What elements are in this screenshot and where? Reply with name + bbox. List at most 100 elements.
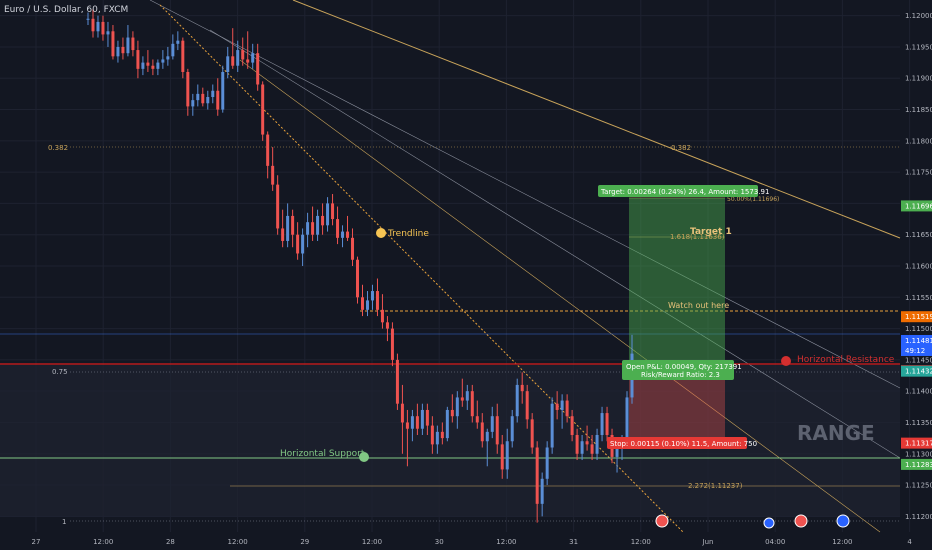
candle[interactable] [465, 391, 469, 401]
candle[interactable] [131, 37, 135, 51]
candle[interactable] [585, 441, 589, 445]
candle[interactable] [216, 90, 220, 110]
candle[interactable] [505, 441, 509, 470]
candle[interactable] [256, 53, 260, 85]
candle[interactable] [480, 422, 484, 442]
candle[interactable] [360, 297, 364, 310]
candle[interactable] [336, 219, 340, 238]
candle[interactable] [545, 447, 549, 479]
candle[interactable] [301, 234, 305, 254]
candle[interactable] [590, 444, 594, 454]
price-axis[interactable]: 1.12000 1.11950 1.11900 1.11850 1.11800 1.117… [905, 12, 932, 521]
candle[interactable] [341, 231, 345, 238]
candle[interactable] [296, 234, 300, 254]
candle[interactable] [410, 416, 414, 429]
candle[interactable] [625, 397, 629, 442]
resistance-marker[interactable] [781, 356, 791, 366]
candle[interactable] [96, 21, 100, 32]
candle[interactable] [91, 18, 95, 32]
candle[interactable] [351, 237, 355, 260]
candle[interactable] [146, 62, 150, 66]
candle[interactable] [445, 409, 449, 439]
candle[interactable] [111, 31, 115, 57]
candle[interactable] [495, 416, 499, 445]
candle[interactable] [415, 416, 419, 429]
candle[interactable] [221, 71, 225, 110]
candle[interactable] [435, 431, 439, 445]
event-icon[interactable] [763, 517, 775, 529]
candle[interactable] [405, 422, 409, 429]
candle[interactable] [555, 403, 559, 410]
candle[interactable] [171, 43, 175, 57]
event-icon[interactable] [655, 514, 669, 528]
candle[interactable] [181, 40, 185, 72]
candle[interactable] [605, 413, 609, 435]
candle[interactable] [281, 228, 285, 241]
candle[interactable] [156, 62, 160, 69]
candle[interactable] [321, 215, 325, 226]
candle[interactable] [595, 434, 599, 454]
candle[interactable] [380, 309, 384, 323]
trendline-marker[interactable] [376, 228, 386, 238]
candle[interactable] [475, 416, 479, 423]
candle[interactable] [206, 97, 210, 104]
candle[interactable] [211, 90, 215, 98]
event-icon[interactable] [794, 514, 808, 528]
candle[interactable] [450, 409, 454, 417]
event-icon[interactable] [836, 514, 850, 528]
candle[interactable] [470, 391, 474, 417]
candle[interactable] [580, 441, 584, 454]
candle[interactable] [560, 400, 564, 410]
candle[interactable] [356, 259, 360, 298]
candle[interactable] [241, 50, 245, 60]
candle[interactable] [375, 291, 379, 310]
candle[interactable] [500, 444, 504, 470]
candle[interactable] [246, 59, 250, 63]
chart-symbol-title[interactable]: Euro / U.S. Dollar, 60, FXCM [4, 5, 128, 15]
candle[interactable] [261, 84, 265, 135]
candle[interactable] [425, 409, 429, 426]
candle[interactable] [231, 56, 235, 66]
candle[interactable] [286, 215, 290, 241]
candle[interactable] [390, 328, 394, 360]
candle[interactable] [346, 231, 350, 238]
candle[interactable] [515, 384, 519, 417]
candle[interactable] [370, 291, 374, 301]
candle[interactable] [440, 431, 444, 439]
candle[interactable] [455, 397, 459, 417]
candle[interactable] [520, 384, 524, 392]
candle[interactable] [151, 65, 155, 69]
candle[interactable] [420, 409, 424, 429]
candle[interactable] [575, 434, 579, 454]
candle[interactable] [485, 431, 489, 442]
candle[interactable] [251, 53, 255, 63]
candle[interactable] [306, 222, 310, 235]
candle[interactable] [535, 447, 539, 504]
candle[interactable] [550, 403, 554, 448]
candle[interactable] [490, 416, 494, 432]
candle[interactable] [271, 165, 275, 185]
candle[interactable] [311, 222, 315, 235]
support-marker[interactable] [359, 452, 369, 462]
candle[interactable] [186, 71, 190, 107]
candle[interactable] [106, 31, 110, 35]
candle[interactable] [525, 391, 529, 420]
candle[interactable] [540, 478, 544, 504]
candle[interactable] [400, 403, 404, 423]
candle[interactable] [395, 359, 399, 404]
candle[interactable] [176, 40, 180, 44]
candle[interactable] [600, 413, 604, 435]
candle[interactable] [385, 322, 389, 329]
time-axis[interactable]: 27 12:00 28 12:00 29 12:00 30 12:00 31 12:00 Jun 04… [32, 538, 913, 546]
candle[interactable] [236, 50, 240, 66]
candle[interactable] [166, 56, 170, 60]
candle[interactable] [141, 62, 145, 69]
candle[interactable] [430, 425, 434, 445]
candle[interactable] [570, 416, 574, 435]
candle[interactable] [136, 50, 140, 69]
candle[interactable] [460, 397, 464, 401]
candle[interactable] [565, 400, 569, 417]
candle[interactable] [316, 215, 320, 235]
candle[interactable] [226, 56, 230, 72]
candle[interactable] [291, 215, 295, 235]
